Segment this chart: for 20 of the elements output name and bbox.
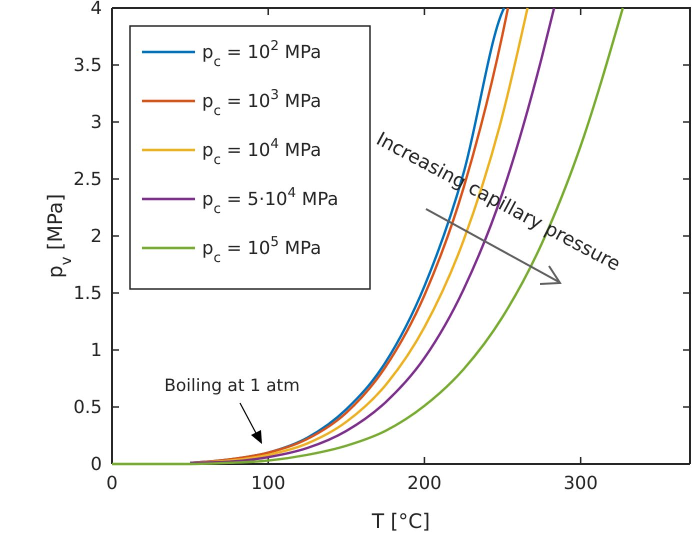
legend-label: p$_{c}$ = 10$^{3}$ MPa (202, 87, 322, 119)
x-axis-title: T [°C] (370, 509, 430, 533)
y-tick-label: 2 (90, 226, 102, 247)
y-tick-label: 2.5 (73, 168, 102, 190)
y-tick-label: 3.5 (73, 54, 102, 76)
legend-label: p$_{c}$ = 10$^{2}$ MPa (202, 38, 322, 70)
x-tick-label: 200 (407, 472, 442, 494)
y-tick-label: 1 (90, 340, 102, 361)
legend-label: p$_{c}$ = 5·10$^{4}$ MPa (202, 185, 338, 217)
y-tick-label: 3 (90, 112, 102, 133)
y-tick-label: 4 (90, 0, 102, 19)
x-tick-label: 300 (563, 472, 598, 494)
x-tick-label: 0 (106, 472, 118, 494)
y-tick-label: 0 (90, 454, 102, 475)
legend-label: p$_{c}$ = 10$^{4}$ MPa (202, 136, 322, 168)
legend-label: p$_{c}$ = 10$^{5}$ MPa (202, 234, 322, 266)
y-tick-label: 0.5 (73, 396, 102, 418)
x-tick-label: 100 (251, 472, 286, 494)
annotation: Boiling at 1 atm (164, 376, 300, 396)
y-tick-label: 1.5 (73, 282, 102, 304)
